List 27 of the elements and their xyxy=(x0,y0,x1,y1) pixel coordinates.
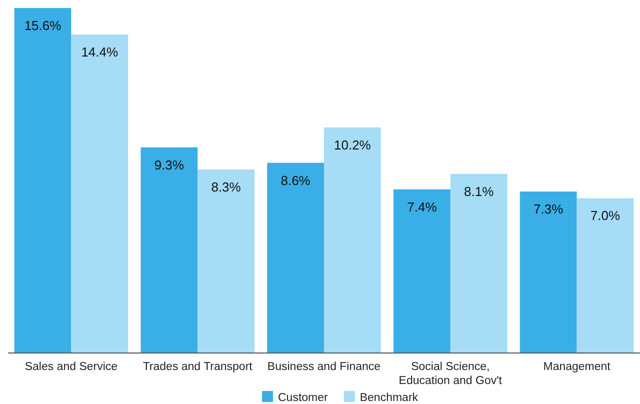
data-label: 9.3% xyxy=(154,157,184,172)
data-label: 10.2% xyxy=(334,137,372,152)
data-label: 8.1% xyxy=(464,184,494,199)
bar xyxy=(450,174,508,353)
bar xyxy=(71,34,128,353)
legend-label: Customer xyxy=(278,392,328,404)
bar xyxy=(324,127,381,353)
bar xyxy=(140,147,198,353)
bar xyxy=(198,169,254,353)
data-label: 7.4% xyxy=(407,199,438,214)
data-label: 8.3% xyxy=(211,179,242,194)
data-label: 8.6% xyxy=(280,172,311,188)
bar xyxy=(520,192,577,353)
x-tick-label: Management xyxy=(543,361,612,373)
bar xyxy=(14,8,72,353)
data-label: 15.6% xyxy=(24,18,62,33)
bar xyxy=(267,162,324,353)
data-label: 7.3% xyxy=(534,202,564,217)
legend-label: Benchmark xyxy=(360,392,418,404)
bar xyxy=(394,189,450,353)
x-tick-label: Trades and Transport xyxy=(142,361,254,373)
bar xyxy=(576,198,634,353)
data-label: 14.4% xyxy=(81,44,119,60)
x-tick-label: Social Science, Education and Gov't xyxy=(398,361,503,387)
data-label: 7.0% xyxy=(590,208,620,224)
x-tick-label: Business and Finance xyxy=(267,361,381,373)
x-tick-label: Sales and Service xyxy=(24,361,118,373)
